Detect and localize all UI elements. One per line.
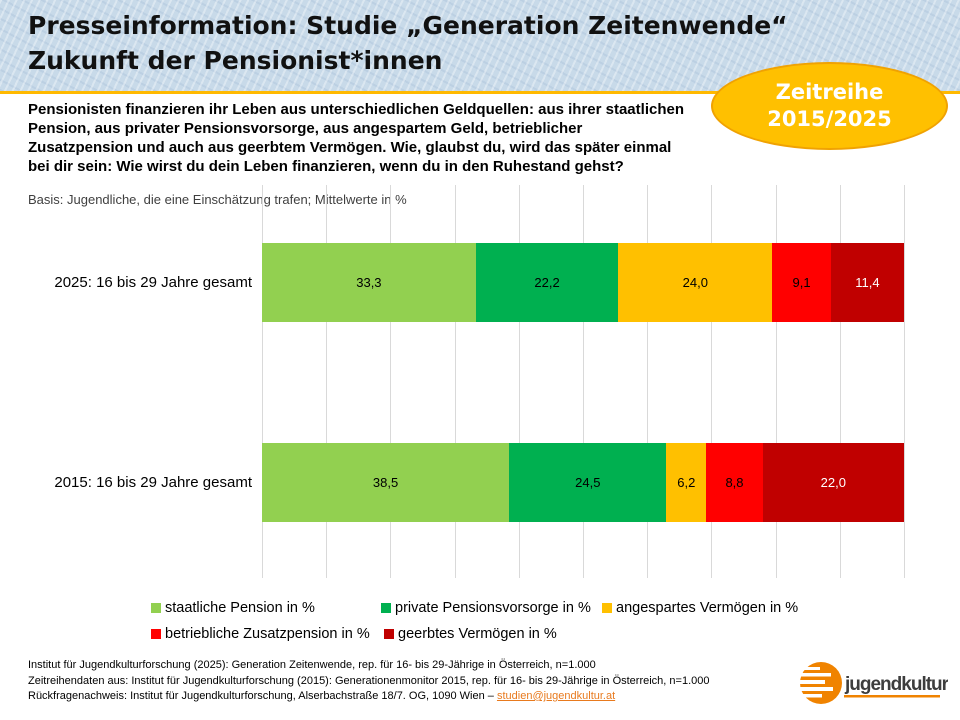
gridline — [390, 185, 392, 578]
page-title-line1: Presseinformation: Studie „Generation Ze… — [28, 11, 788, 40]
legend-swatch-icon — [151, 628, 161, 639]
legend-label: staatliche Pension in % — [165, 599, 315, 616]
logo-underline — [844, 695, 940, 698]
footer-sources: Institut für Jugendkulturforschung (2025… — [28, 658, 798, 705]
source-line-3: Rückfragenachweis: Institut für Jugendku… — [28, 689, 798, 705]
legend-item: betriebliche Zusatzpension in % — [151, 625, 370, 642]
value-label: 24,5 — [575, 475, 601, 490]
email-link[interactable]: studien@jugendkultur.at — [496, 690, 616, 702]
legend-swatch-icon — [602, 602, 612, 613]
badge-line2: 2015/2025 — [767, 107, 892, 131]
value-label: 38,5 — [372, 475, 399, 490]
legend-item: staatliche Pension in % — [151, 599, 315, 616]
bar-segment: 24,0 — [618, 243, 773, 322]
legend-swatch-icon — [151, 602, 161, 613]
timeseries-badge: Zeitreihe 2015/2025 — [711, 62, 948, 150]
legend-item: angespartes Vermögen in % — [602, 599, 799, 616]
slide-header: Presseinformation: Studie „Generation Ze… — [0, 0, 960, 91]
jugendkultur-logo: jugendkultur.at — [798, 658, 960, 712]
page-title-line2: Zukunft der Pensionist*innen — [28, 46, 443, 75]
gridline — [454, 185, 456, 578]
bar-segment: 11,4 — [830, 243, 904, 322]
legend-item: private Pensionsvorsorge in % — [381, 599, 591, 616]
value-label: 24,0 — [682, 275, 708, 290]
gridline — [839, 185, 841, 578]
category-label-2015: 2015: 16 bis 29 Jahre gesamt — [54, 474, 252, 491]
bar-segment: 33,3 — [262, 243, 476, 322]
value-label: 22,2 — [534, 275, 560, 290]
gridline — [711, 185, 713, 578]
legend-label: angespartes Vermögen in % — [616, 599, 799, 616]
category-label-2025: 2025: 16 bis 29 Jahre gesamt — [54, 274, 252, 291]
gridline — [904, 185, 905, 578]
intro-paragraph: Pensionisten finanzieren ihr Leben aus u… — [28, 101, 684, 175]
contact-text: Rückfragenachweis: Institut für Jugendku… — [28, 690, 497, 702]
source-line-2: Zeitreihendaten aus: Institut für Jugend… — [28, 674, 710, 687]
stacked-bar: 38,5 24,5 6,2 8,8 22,0 — [262, 443, 904, 522]
logo-stripes-icon — [798, 667, 833, 698]
value-label: 11,4 — [855, 275, 880, 290]
bar-segment: 38,5 — [262, 443, 510, 522]
value-label: 33,3 — [356, 275, 382, 290]
bar-segment: 24,5 — [509, 443, 667, 522]
badge-line1: Zeitreihe — [775, 80, 884, 104]
bar-segment: 9,1 — [772, 243, 831, 322]
logo-wordmark: jugendkultur.at — [844, 674, 948, 695]
value-label: 9,1 — [792, 275, 811, 290]
bar-segment: 22,0 — [762, 443, 904, 522]
basis-note: Basis: Jugendliche, die eine Einschätzun… — [28, 192, 407, 207]
value-label: 8,8 — [725, 475, 744, 490]
gridline — [583, 185, 584, 578]
gridline — [647, 185, 649, 578]
legend-label: private Pensionsvorsorge in % — [395, 599, 591, 616]
stacked-bar-chart: 33,3 22,2 24,0 9,1 11,4 38,5 24,5 6,2 8,8 22,0 — [262, 185, 905, 578]
source-line-1: Institut für Jugendkulturforschung (2025… — [28, 659, 596, 671]
bar-segment: 6,2 — [666, 443, 707, 522]
gridline — [262, 185, 263, 578]
legend-swatch-icon — [381, 602, 391, 613]
legend-item: geerbtes Vermögen in % — [384, 625, 557, 642]
page-title: Presseinformation: Studie „Generation Ze… — [28, 8, 788, 78]
legend-label: betriebliche Zusatzpension in % — [165, 625, 370, 642]
header-rule — [0, 91, 960, 94]
gridline — [326, 185, 328, 578]
bar-segment: 22,2 — [475, 243, 619, 322]
bar-segment: 8,8 — [706, 443, 763, 522]
value-label: 6,2 — [677, 475, 696, 490]
legend-label: geerbtes Vermögen in % — [398, 625, 557, 642]
logo-graphic: jugendkultur.at — [798, 662, 960, 704]
stacked-bar: 33,3 22,2 24,0 9,1 11,4 — [262, 243, 904, 322]
gridline — [775, 185, 777, 578]
gridline — [518, 185, 520, 578]
value-label: 22,0 — [820, 475, 846, 490]
legend-swatch-icon — [384, 628, 394, 639]
